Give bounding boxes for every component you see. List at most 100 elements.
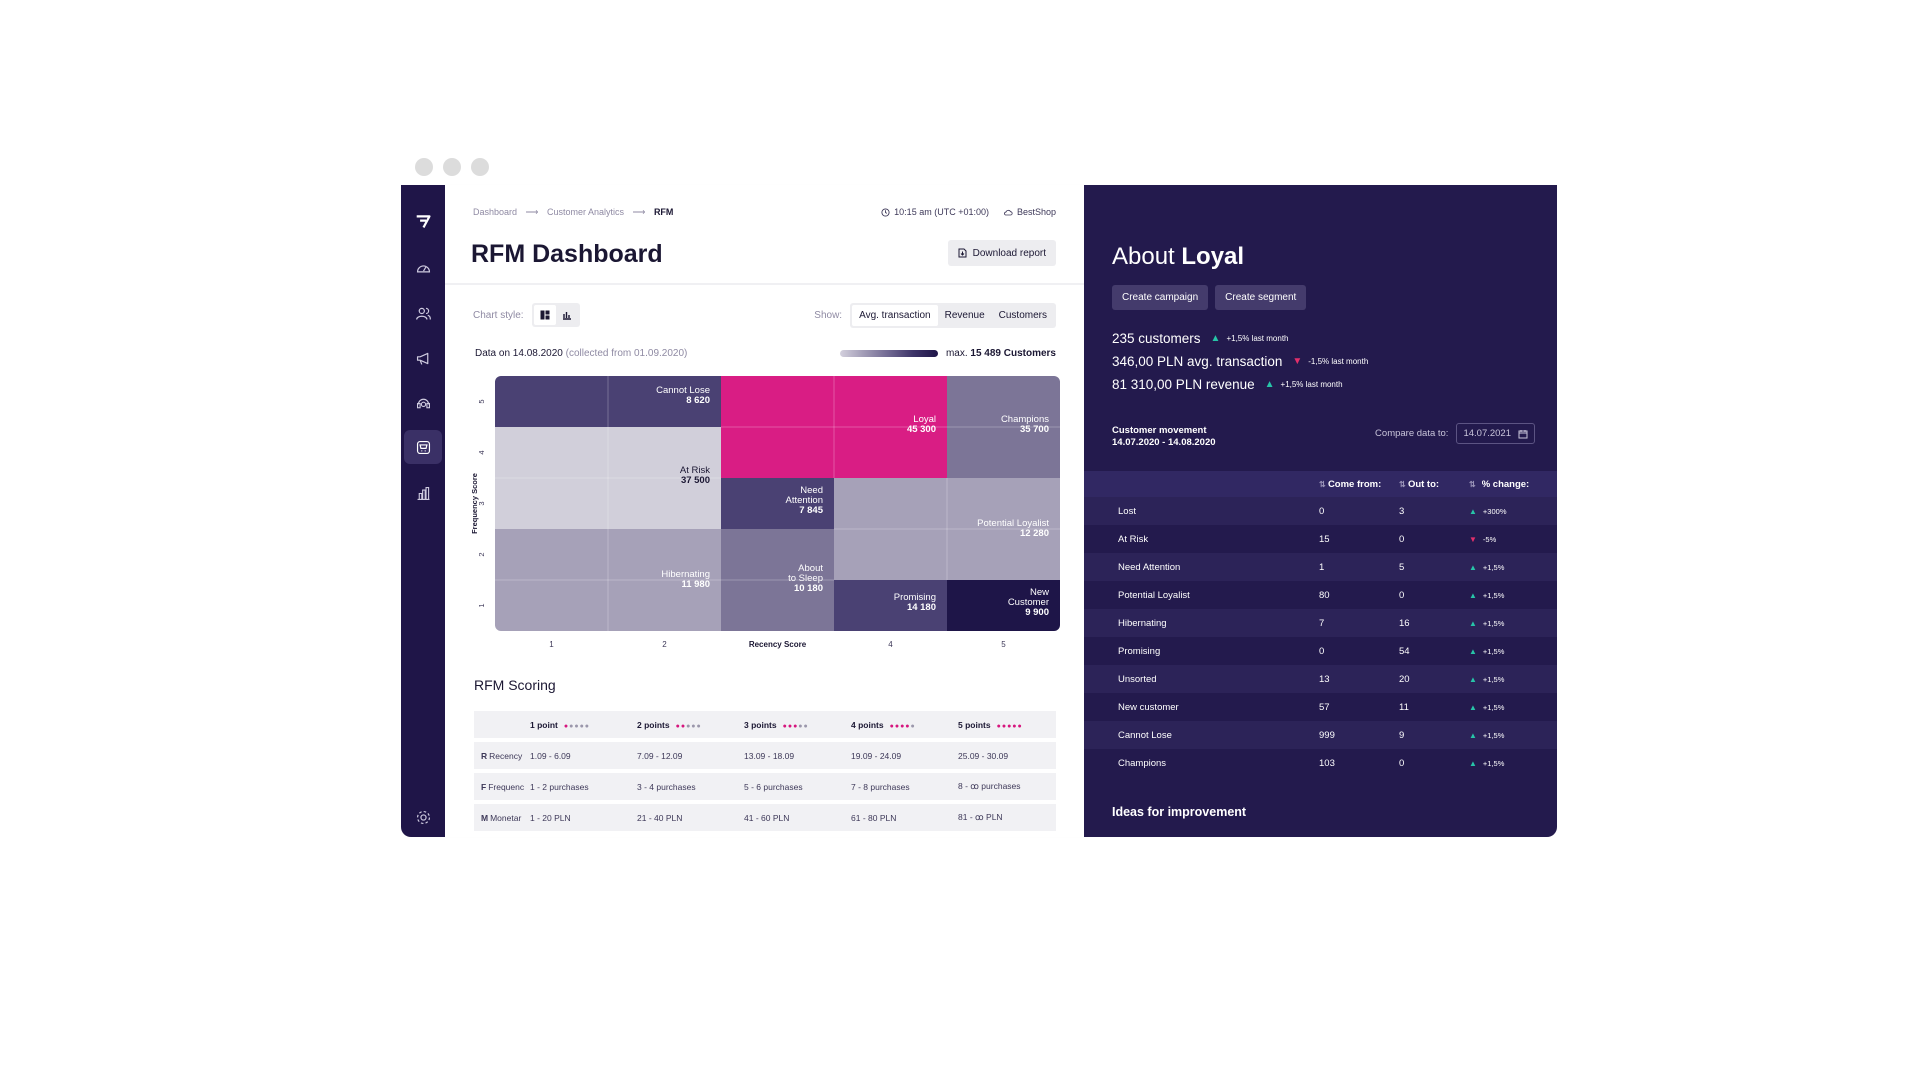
come-from-value: 57 — [1319, 701, 1330, 713]
breadcrumb-item-customer-analytics[interactable]: Customer Analytics — [546, 207, 624, 217]
heatmap-cell-promising[interactable] — [834, 580, 947, 631]
segment-stat: 235 customers ▲ +1,5% last month — [1112, 331, 1368, 346]
shop-name: BestShop — [1016, 207, 1056, 217]
create-campaign-button[interactable]: Create campaign — [1112, 285, 1209, 310]
chart-style-label: Chart style: — [473, 309, 524, 321]
heatmap-cell-about-to-sleep[interactable] — [721, 529, 834, 631]
megaphone-icon[interactable] — [412, 347, 434, 369]
metric-segmented-control: Avg. transaction Revenue Customers — [850, 303, 1056, 328]
movement-row[interactable]: Hibernating 7 16 ▲ +1,5% — [1084, 609, 1557, 637]
chart-style-toggle — [531, 303, 580, 327]
scoring-header-cell: 1 point ●●●●● — [529, 720, 636, 730]
segment-name: Promising — [1118, 645, 1161, 657]
trend-up-icon: ▲ — [1469, 590, 1477, 600]
window-close-button[interactable] — [415, 158, 433, 176]
window-minimize-button[interactable] — [443, 158, 461, 176]
movement-row[interactable]: New customer 57 11 ▲ +1,5% — [1084, 693, 1557, 721]
create-segment-button[interactable]: Create segment — [1215, 285, 1307, 310]
download-report-label: Download report — [972, 247, 1046, 259]
heatmap-segment-label: Loyal — [913, 414, 936, 425]
metric-option-customers[interactable]: Customers — [998, 310, 1047, 321]
app-window: Dashboard ⟶ Customer Analytics ⟶ RFM 10:… — [401, 185, 1557, 837]
heatmap-cell-need-attention[interactable] — [721, 478, 834, 529]
movement-row[interactable]: Potential Loyalist 80 0 ▲ +1,5% — [1084, 581, 1557, 609]
heatmap-cell-champions[interactable] — [947, 376, 1060, 478]
movement-row[interactable]: Unsorted 13 20 ▲ +1,5% — [1084, 665, 1557, 693]
come-from-value: 13 — [1319, 673, 1330, 685]
metric-option-revenue[interactable]: Revenue — [944, 310, 985, 321]
calendar-icon — [1518, 429, 1528, 438]
come-from-value: 1 — [1319, 561, 1325, 573]
heatmap-segment-label: At Risk — [680, 465, 710, 476]
heatmap-segment-label: Champions — [1001, 414, 1049, 425]
heatmap-segment-label: Cannot Lose — [656, 385, 710, 396]
window-maximize-button[interactable] — [471, 158, 489, 176]
metric-option-avg-transaction[interactable]: Avg. transaction — [852, 305, 938, 326]
scoring-cell: 13.09 - 18.09 — [744, 750, 795, 761]
bar-view-button[interactable] — [556, 305, 578, 325]
movement-row[interactable]: Champions 103 0 ▲ +1,5% — [1084, 749, 1557, 777]
change-value: +1,5% — [1482, 702, 1505, 712]
movement-row[interactable]: Promising 0 54 ▲ +1,5% — [1084, 637, 1557, 665]
sort-come-from[interactable]: ⇅ Come from: — [1319, 479, 1399, 490]
heatmap-cell-loyal[interactable] — [721, 376, 947, 478]
out-to-value: 9 — [1399, 729, 1405, 741]
segment-stats: 235 customers ▲ +1,5% last month 346,00 PLN… — [1112, 331, 1368, 400]
scoring-cell: 5 - 6 purchases — [744, 781, 803, 792]
change-cell: ▲ +1,5% — [1469, 759, 1549, 768]
x-axis-label: Recency Score — [749, 640, 807, 649]
sort-icon: ⇅ — [1469, 479, 1476, 489]
shop-selector[interactable]: BestShop — [1003, 207, 1056, 217]
movement-row[interactable]: At Risk 15 0 ▼ -5% — [1084, 525, 1557, 553]
come-from-value: 0 — [1319, 505, 1325, 517]
breadcrumb: Dashboard ⟶ Customer Analytics ⟶ RFM — [473, 207, 1056, 218]
change-cell: ▲ +1,5% — [1469, 591, 1549, 600]
dashboard-gauge-icon[interactable] — [412, 257, 434, 279]
movement-row[interactable]: Lost 0 3 ▲ +300% — [1084, 497, 1557, 525]
breadcrumb-item-rfm: RFM — [653, 207, 674, 217]
time-indicator: 10:15 am (UTC +01:00) — [881, 207, 989, 217]
window-controls — [415, 158, 489, 176]
trend-up-icon: ▲ — [1469, 562, 1477, 572]
sort-change[interactable]: ⇅ % change: — [1469, 479, 1549, 490]
bar-chart-small-icon — [562, 312, 571, 320]
heatmap-cell-at-risk[interactable] — [495, 427, 721, 529]
change-value: +1,5% — [1482, 618, 1505, 628]
users-icon[interactable] — [412, 302, 434, 324]
gear-icon[interactable] — [412, 806, 434, 828]
change-cell: ▲ +1,5% — [1469, 703, 1549, 712]
compare-date-input[interactable]: 14.07.2021 — [1456, 423, 1535, 444]
y-axis-label: Frequency Score — [470, 473, 479, 534]
out-to-value: 20 — [1399, 673, 1410, 685]
top-bar: Dashboard ⟶ Customer Analytics ⟶ RFM 10:… — [473, 207, 1056, 221]
download-report-button[interactable]: Download report — [947, 240, 1056, 266]
heatmap-cell-cannot-lose[interactable] — [495, 376, 721, 427]
compare-label: Compare data to: — [1375, 428, 1449, 439]
scoring-row: R Recency 1.09 - 6.09 7.09 - 12.09 13.09 - 1… — [474, 742, 1056, 769]
cart-icon[interactable] — [404, 430, 442, 464]
come-from-value: 103 — [1319, 757, 1335, 769]
heatmap-segment-value: 45 300 — [907, 424, 936, 435]
heatmap-cell-hibernating[interactable] — [495, 529, 721, 631]
out-to-value: 0 — [1399, 533, 1405, 545]
movement-row[interactable]: Cannot Lose 999 9 ▲ +1,5% — [1084, 721, 1557, 749]
heatmap-segment-value: 10 180 — [794, 583, 823, 594]
scoring-cell: 61 - 80 PLN — [851, 812, 897, 823]
scoring-cell: 1 - 2 purchases — [530, 781, 589, 792]
breadcrumb-item-dashboard[interactable]: Dashboard — [473, 207, 518, 217]
sort-out-to[interactable]: ⇅ Out to: — [1399, 479, 1469, 490]
heatmap-segment-value: 9 900 — [1025, 607, 1049, 618]
support-agent-icon[interactable] — [412, 392, 434, 414]
bar-chart-icon[interactable] — [412, 482, 434, 504]
top-right-info: 10:15 am (UTC +01:00) BestShop — [881, 207, 1056, 217]
compare-date-value: 14.07.2021 — [1463, 428, 1511, 439]
stat-change: -1,5% last month — [1308, 357, 1369, 366]
document-icon — [958, 248, 967, 258]
out-to-value: 3 — [1399, 505, 1405, 517]
brand-logo-icon[interactable] — [412, 210, 434, 232]
treemap-view-button[interactable] — [533, 305, 556, 325]
rfm-scoring-table: 1 point ●●●●● 2 points ●●●●● 3 points ●●●●● 4 … — [474, 711, 1056, 835]
movement-row[interactable]: Need Attention 1 5 ▲ +1,5% — [1084, 553, 1557, 581]
heatmap-cell-new-customer[interactable] — [947, 580, 1060, 631]
heatmap-cell-potential-loyalist[interactable] — [834, 478, 1060, 580]
